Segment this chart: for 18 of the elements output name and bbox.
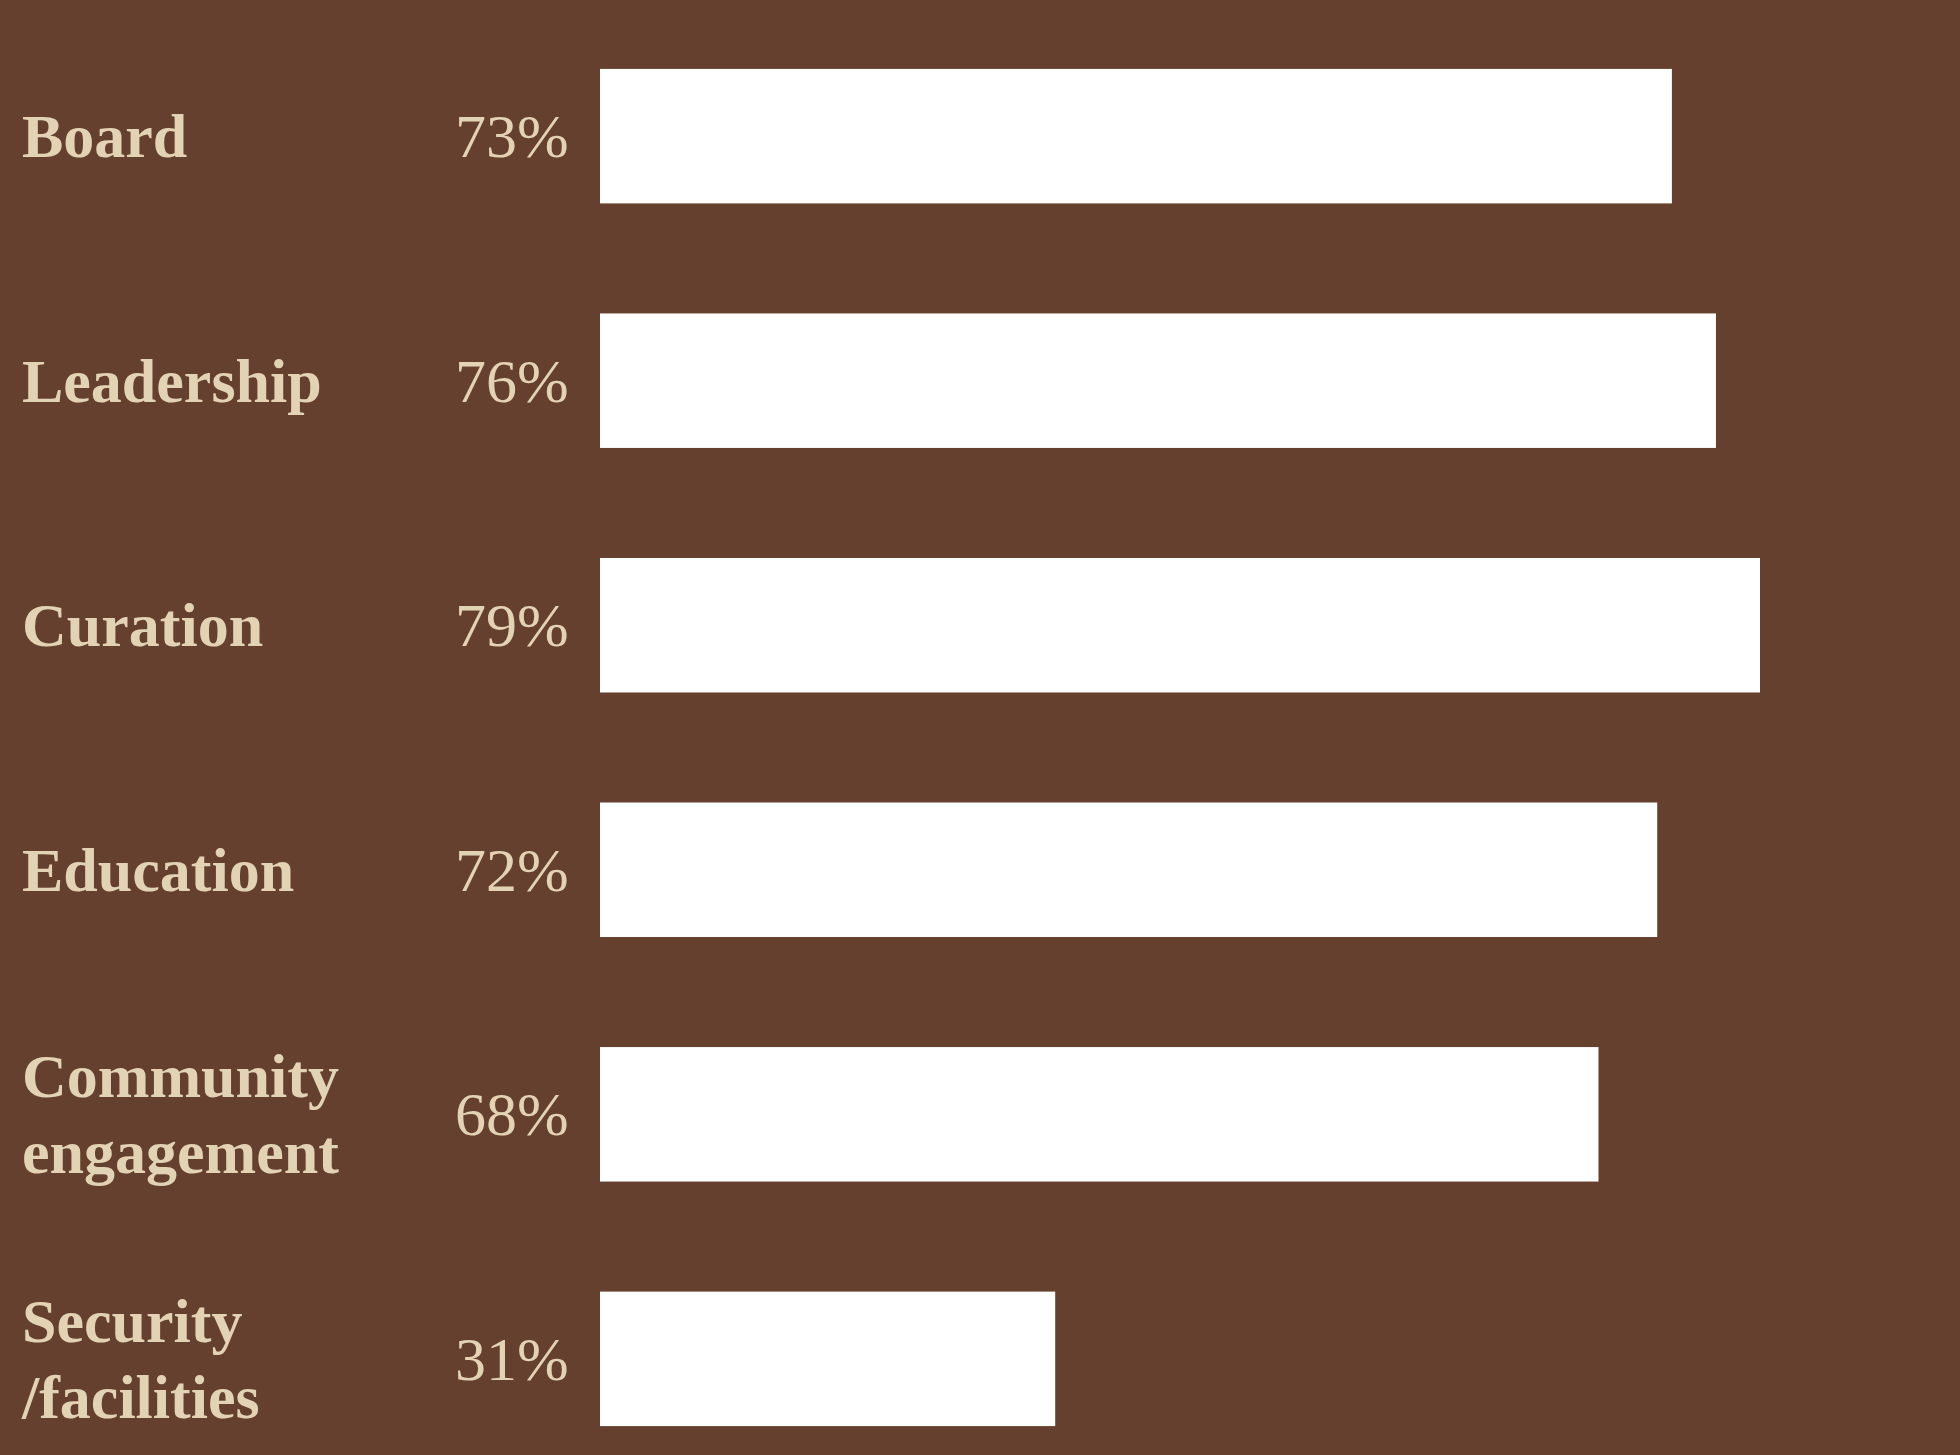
data-label: 31% — [455, 1324, 569, 1393]
bar — [600, 1291, 1056, 1427]
data-label: 72% — [455, 835, 569, 904]
bar — [600, 802, 1658, 938]
bar — [600, 1047, 1599, 1182]
y-tick-label: Security /facilities — [21, 1286, 260, 1431]
y-tick-label: Leadership — [22, 346, 322, 415]
y-tick-label: Education — [22, 835, 295, 904]
data-label: 79% — [455, 591, 569, 660]
data-label: 68% — [455, 1080, 569, 1149]
y-tick-label: Board — [22, 102, 188, 171]
y-tick-label: Community engagement — [22, 1042, 340, 1187]
y-tick-label: Curation — [22, 591, 264, 660]
data-label: 73% — [455, 102, 569, 171]
data-label: 76% — [455, 346, 569, 415]
bar — [600, 313, 1716, 448]
bar — [600, 557, 1760, 693]
bar — [600, 68, 1672, 204]
